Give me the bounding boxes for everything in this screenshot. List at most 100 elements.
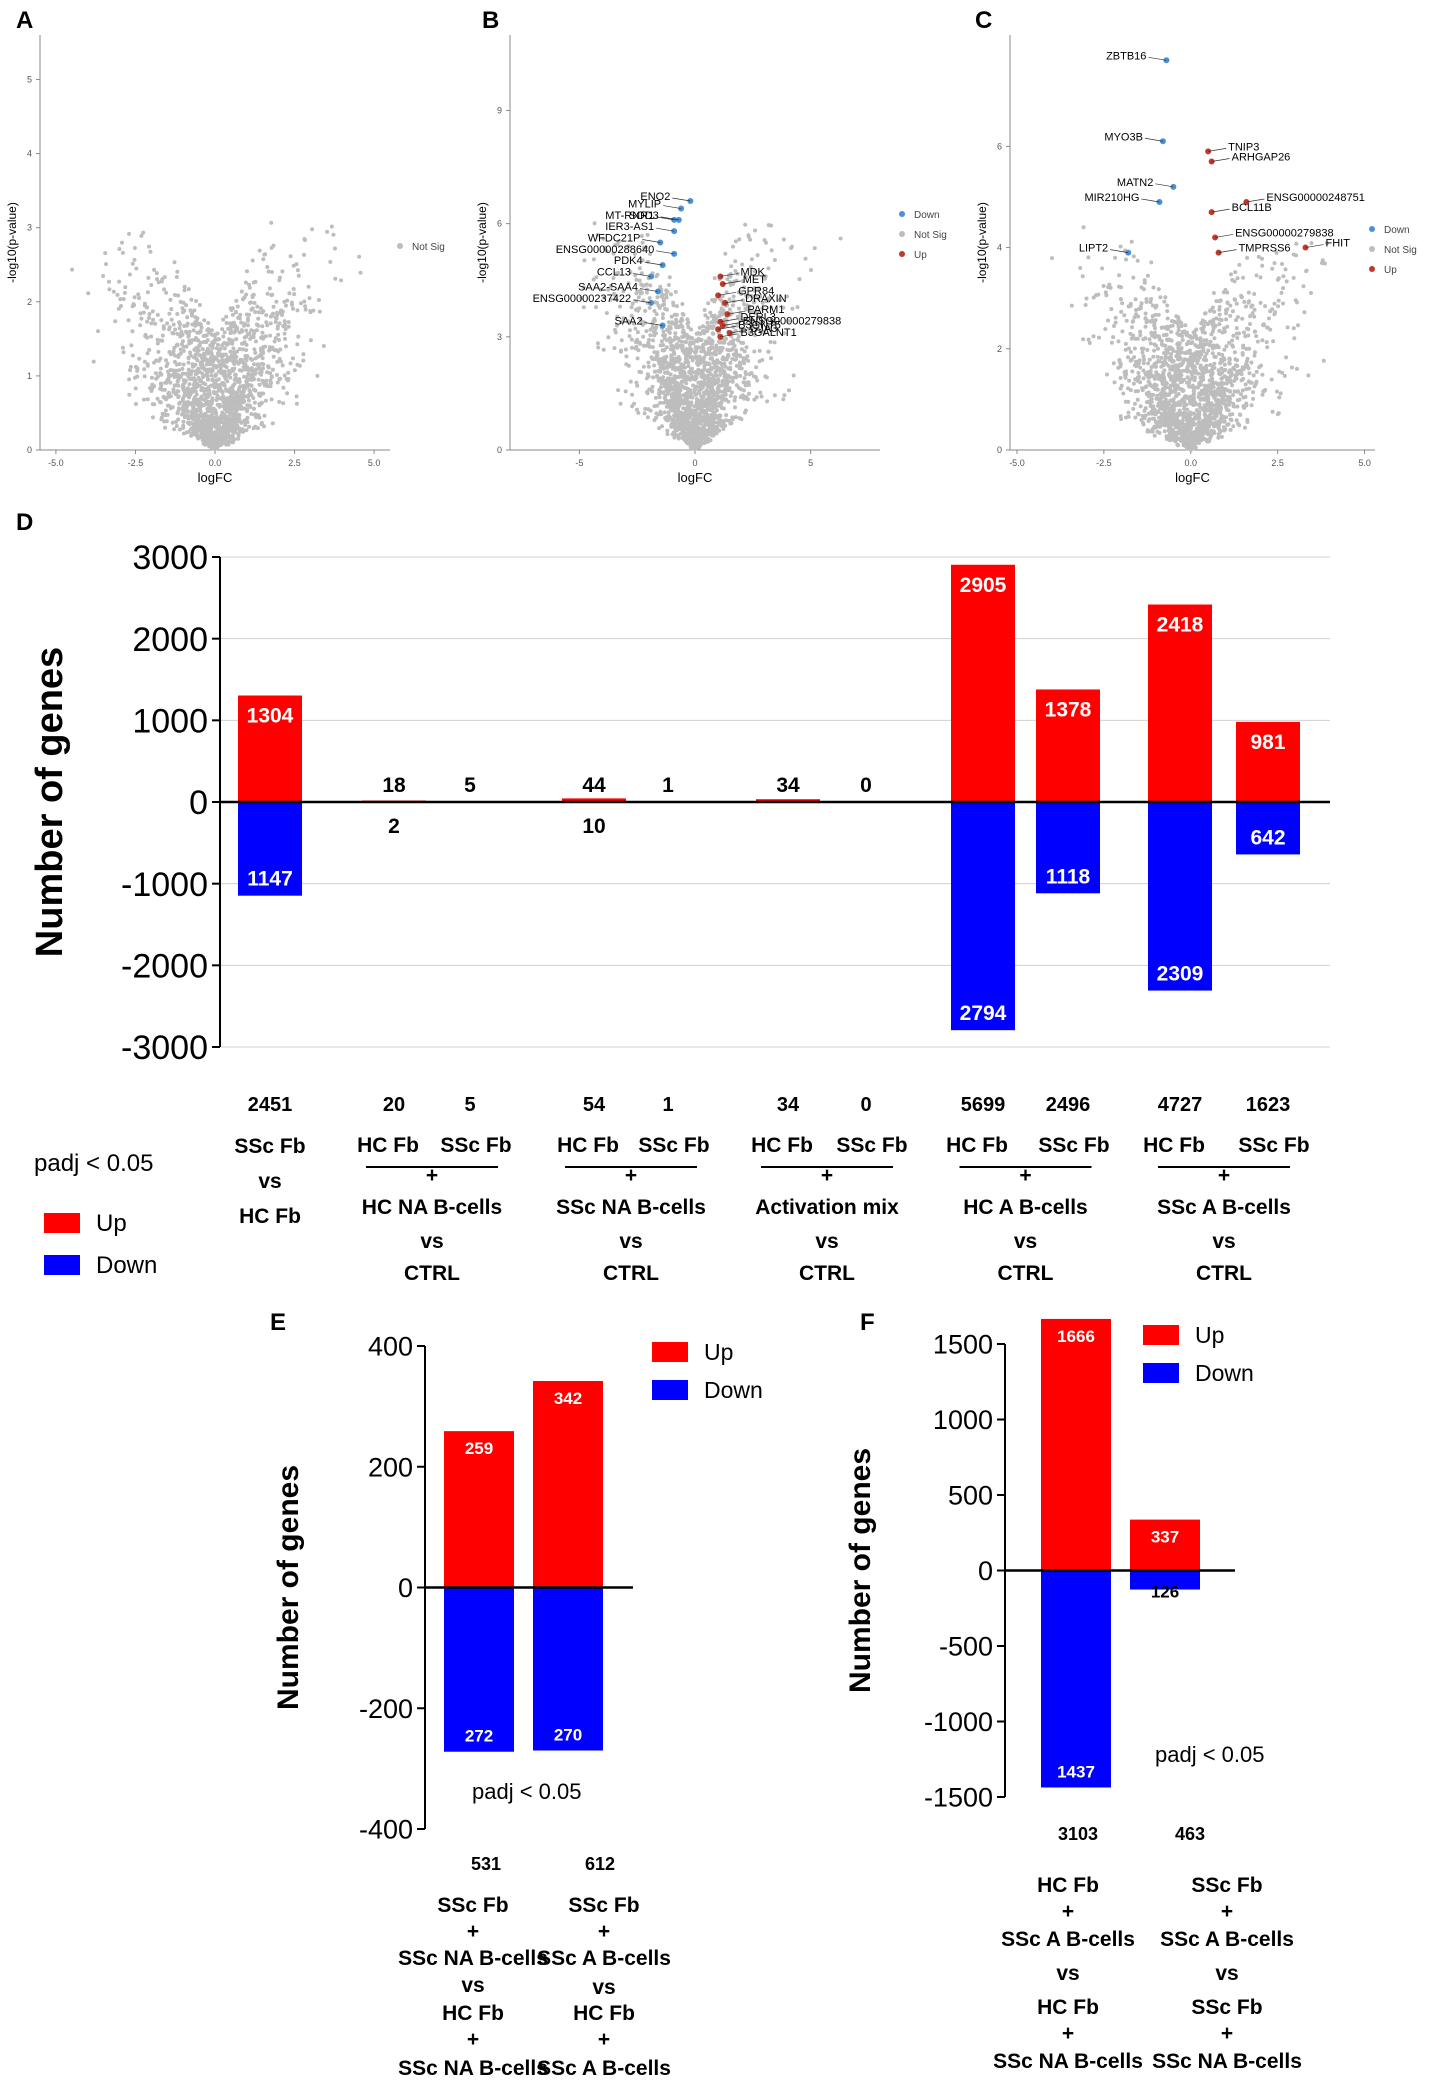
scatter-point [182, 288, 187, 293]
scatter-point [230, 341, 235, 346]
scatter-point [769, 248, 774, 253]
scatter-point [233, 430, 238, 435]
scatter-point [175, 312, 180, 316]
scatter-point [156, 280, 161, 285]
scatter-point [609, 297, 613, 302]
scatter-point [721, 427, 726, 431]
scatter-point [743, 222, 748, 227]
scatter-point [208, 343, 213, 348]
scatter-point [742, 361, 747, 366]
scatter-point [163, 425, 168, 430]
scatter-point [238, 403, 243, 408]
scatter-point [193, 352, 198, 357]
scatter-point [247, 282, 252, 287]
scatter-point [189, 410, 194, 415]
y-tick-label: 0 [497, 445, 502, 455]
scatter-point [736, 334, 741, 339]
scatter-point [236, 361, 241, 366]
scatter-point [182, 380, 187, 385]
scatter-point [672, 413, 676, 418]
scatter-point [134, 266, 139, 271]
scatter-point [188, 372, 193, 377]
scatter-point [141, 230, 146, 235]
scatter-point [120, 250, 125, 255]
scatter-point [1190, 376, 1195, 381]
scatter-point [283, 327, 288, 331]
scatter-point [233, 372, 238, 377]
scatter-point [619, 338, 624, 343]
scatter-point [248, 300, 252, 305]
scatter-point [251, 426, 256, 431]
scatter-point [663, 370, 667, 375]
scatter-point [701, 324, 705, 329]
scatter-point [592, 221, 597, 226]
scatter-point [164, 358, 168, 363]
scatter-point [172, 383, 177, 388]
scatter-point [195, 433, 200, 438]
scatter-point [732, 279, 737, 284]
scatter-point [1219, 318, 1224, 322]
scatter-point [630, 301, 635, 306]
scatter-point [672, 435, 677, 440]
scatter-point [1159, 364, 1164, 369]
scatter-point [708, 310, 713, 315]
x-tick-label: 5.0 [1358, 458, 1371, 468]
scatter-point [1206, 395, 1211, 400]
scatter-point [705, 401, 710, 406]
scatter-point [709, 356, 714, 361]
scatter-point [263, 344, 268, 349]
scatter-point [142, 301, 147, 306]
scatter-point [269, 270, 274, 274]
scatter-point [200, 423, 205, 428]
scatter-point [253, 371, 258, 376]
scatter-point [697, 325, 702, 330]
scatter-point [171, 349, 176, 354]
scatter-point [222, 330, 227, 335]
scatter-point [280, 313, 284, 317]
scatter-point [1268, 327, 1273, 332]
scatter-point [275, 373, 279, 377]
scatter-point [1233, 270, 1238, 275]
scatter-point [711, 374, 716, 379]
scatter-point [616, 388, 621, 393]
scatter-point [214, 378, 219, 383]
scatter-point [715, 408, 719, 413]
scatter-point [252, 347, 257, 352]
scatter-point [662, 380, 667, 385]
scatter-point [1243, 425, 1247, 430]
scatter-point [277, 338, 281, 342]
scatter-point [1244, 304, 1248, 309]
scatter-point [271, 354, 276, 359]
scatter-point [155, 277, 159, 282]
scatter-point [159, 318, 164, 323]
scatter-point [693, 350, 698, 355]
scatter-point [642, 411, 647, 416]
scatter-point [582, 258, 587, 263]
scatter-point [256, 316, 261, 321]
scatter-point [220, 397, 225, 402]
scatter-point [1069, 303, 1074, 308]
scatter-point [259, 422, 264, 427]
scatter-point [730, 303, 735, 308]
scatter-point [679, 379, 684, 384]
scatter-point [758, 390, 763, 395]
scatter-point [1202, 330, 1207, 335]
scatter-point [676, 427, 681, 432]
scatter-point [1223, 288, 1228, 292]
scatter-point [702, 355, 707, 360]
scatter-point [220, 390, 225, 395]
scatter-point [684, 394, 689, 399]
scatter-point [1276, 298, 1281, 303]
scatter-point [250, 295, 255, 300]
scatter-point [1249, 403, 1254, 408]
scatter-point [785, 294, 790, 299]
scatter-point [678, 319, 683, 324]
scatter-point [273, 320, 278, 324]
scatter-point [257, 393, 262, 398]
scatter-point [664, 345, 669, 350]
scatter-point [1240, 388, 1245, 393]
scatter-point [294, 401, 299, 406]
scatter-point [705, 329, 710, 334]
scatter-point [1216, 435, 1221, 440]
scatter-point [680, 426, 685, 431]
